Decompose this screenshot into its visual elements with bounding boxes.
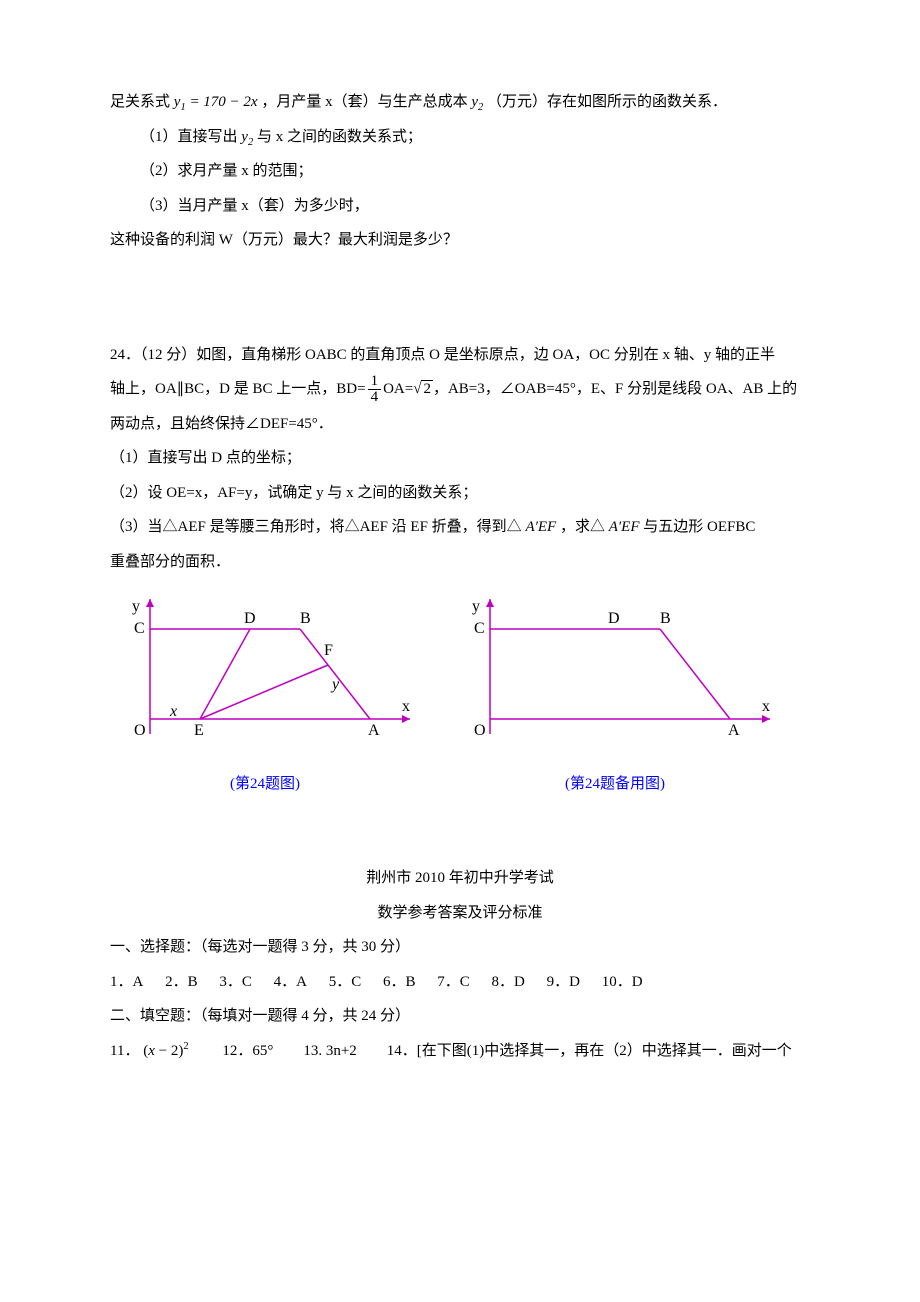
q23-part1-prefix: （1）直接写出 bbox=[140, 129, 241, 145]
mc-1: 1．A bbox=[110, 965, 143, 1000]
figure-24-caption: (第24题图) bbox=[110, 767, 420, 802]
q24-part2: （2）设 OE=x，AF=y，试确定 y 与 x 之间的函数关系； bbox=[110, 476, 810, 511]
q24-part3a: （3）当△AEF 是等腰三角形时，将△AEF 沿 EF 折叠，得到△ bbox=[110, 519, 522, 535]
label-B-2: B bbox=[660, 610, 671, 627]
figure-24-svg: x y y x O C D B F A E bbox=[110, 589, 420, 749]
q23-part2: （2）求月产量 x 的范围； bbox=[110, 154, 810, 189]
q24-figures: x y y x O C D B F A E (第24题图) y x O C D bbox=[110, 589, 810, 801]
q23-intro-end: （万元）存在如图所示的函数关系． bbox=[487, 94, 727, 110]
answers-sec1: 一、选择题：（每选对一题得 3 分，共 30 分） bbox=[110, 930, 810, 965]
label-O-2: O bbox=[474, 722, 486, 739]
mc-10: 10．D bbox=[602, 965, 643, 1000]
mc-2: 2．B bbox=[165, 965, 198, 1000]
fb-rest: 12．65° 13. 3n+2 14．[在下图(1)中选择其一，再在（2）中选择… bbox=[192, 1043, 791, 1059]
q24-line2b: OA= bbox=[383, 381, 413, 397]
figure-24-spare: y x O C D B A (第24题备用图) bbox=[450, 589, 780, 801]
fb-11-sup: 2 bbox=[183, 1041, 188, 1052]
label-O: O bbox=[134, 722, 146, 739]
q23-intro: 足关系式 y1 = 170 − 2x ，月产量 x（套）与生产总成本 y2 （万… bbox=[110, 85, 810, 120]
label-y-axis-2: y bbox=[472, 598, 480, 615]
q24-line2: 轴上，OA∥BC，D 是 BC 上一点，BD=14OA=√2，AB=3，∠OAB… bbox=[110, 372, 810, 407]
fb-11-expr: (x − 2)2 bbox=[143, 1043, 188, 1059]
answers-title-2: 数学参考答案及评分标准 bbox=[110, 896, 810, 931]
q24-part4: 重叠部分的面积． bbox=[110, 545, 810, 580]
figure-24-spare-svg: y x O C D B A bbox=[450, 589, 780, 749]
mc-4: 4．A bbox=[274, 965, 307, 1000]
q24-aef-2: A′EF bbox=[609, 519, 640, 535]
q24-line2c: ，AB=3，∠OAB=45°，E、F 分别是线段 OA、AB 上的 bbox=[433, 381, 797, 397]
mc-3: 3．C bbox=[219, 965, 252, 1000]
q24-line3: 两动点，且始终保持∠DEF=45°． bbox=[110, 407, 810, 442]
sqrt-2: √2 bbox=[413, 372, 433, 407]
q23-intro-prefix: 足关系式 bbox=[110, 94, 174, 110]
fb-11-prefix: 11． bbox=[110, 1043, 139, 1059]
label-x-axis: x bbox=[402, 698, 410, 715]
label-C: C bbox=[134, 620, 145, 637]
answers-title-1: 荆州市 2010 年初中升学考试 bbox=[110, 861, 810, 896]
q24-aef-1: A′EF bbox=[525, 519, 556, 535]
label-F: F bbox=[324, 642, 333, 659]
frac-num: 1 bbox=[368, 374, 382, 390]
answers-fb-row: 11． (x − 2)2 12．65° 13. 3n+2 14．[在下图(1)中… bbox=[110, 1034, 810, 1069]
q23-intro-suffix: ，月产量 x（套）与生产总成本 bbox=[261, 94, 471, 110]
q24-line2a: 轴上，OA∥BC，D 是 BC 上一点，BD= bbox=[110, 381, 366, 397]
fraction-1-4: 14 bbox=[368, 374, 382, 405]
q24-part1: （1）直接写出 D 点的坐标； bbox=[110, 441, 810, 476]
label-y-axis: y bbox=[132, 598, 140, 615]
frac-den: 4 bbox=[368, 390, 382, 405]
figure-24-main: x y y x O C D B F A E (第24题图) bbox=[110, 589, 420, 801]
answers-mc-row: 1．A 2．B 3．C 4．A 5．C 6．B 7．C 8．D 9．D 10．D bbox=[110, 965, 810, 1000]
label-D: D bbox=[244, 610, 256, 627]
label-C-2: C bbox=[474, 620, 485, 637]
radicand: 2 bbox=[421, 380, 433, 397]
q23-part1: （1）直接写出 y2 与 x 之间的函数关系式； bbox=[110, 120, 810, 155]
mc-8: 8．D bbox=[492, 965, 525, 1000]
label-A-2: A bbox=[728, 722, 740, 739]
mc-5: 5．C bbox=[329, 965, 362, 1000]
mc-9: 9．D bbox=[547, 965, 580, 1000]
label-D-2: D bbox=[608, 610, 620, 627]
q24-line1: 24．（12 分）如图，直角梯形 OABC 的直角顶点 O 是坐标原点，边 OA… bbox=[110, 338, 810, 373]
q24-part3: （3）当△AEF 是等腰三角形时，将△AEF 沿 EF 折叠，得到△ A′EF … bbox=[110, 510, 810, 545]
answers-sec2: 二、填空题：（每填对一题得 4 分，共 24 分） bbox=[110, 999, 810, 1034]
label-x-seg: x bbox=[169, 703, 177, 720]
mc-7: 7．C bbox=[437, 965, 470, 1000]
q23-eq: y1 = 170 − 2x bbox=[174, 94, 258, 110]
q24-part3b: ，求△ bbox=[560, 519, 605, 535]
q23-y2-a: y2 bbox=[471, 94, 483, 110]
q23-part3b: 这种设备的利润 W（万元）最大？最大利润是多少？ bbox=[110, 223, 810, 258]
label-B: B bbox=[300, 610, 311, 627]
label-y-seg: y bbox=[330, 676, 340, 693]
label-x-axis-2: x bbox=[762, 698, 770, 715]
q23-part1-suffix: 与 x 之间的函数关系式； bbox=[257, 129, 422, 145]
label-A: A bbox=[368, 722, 380, 739]
figure-24-spare-caption: (第24题备用图) bbox=[450, 767, 780, 802]
q23-y2-b: y2 bbox=[241, 129, 253, 145]
mc-6: 6．B bbox=[383, 965, 416, 1000]
label-E: E bbox=[194, 722, 204, 739]
q24-part3c: 与五边形 OEFBC bbox=[643, 519, 755, 535]
q23-part3: （3）当月产量 x（套）为多少时， bbox=[110, 189, 810, 224]
